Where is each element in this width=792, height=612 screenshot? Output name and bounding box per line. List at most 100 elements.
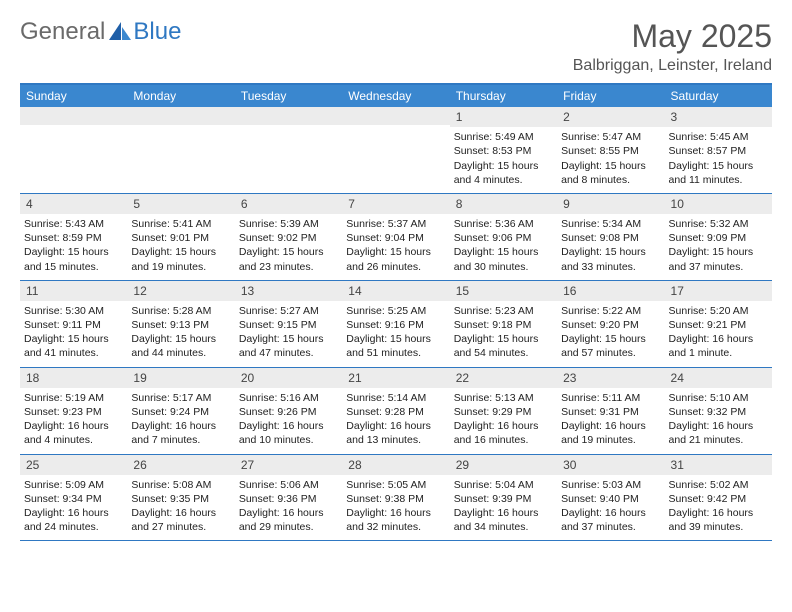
sunrise-text: Sunrise: 5:13 AM	[454, 391, 553, 405]
daylight-text: Daylight: 15 hours and 54 minutes.	[454, 332, 553, 360]
day-13: 13Sunrise: 5:27 AMSunset: 9:15 PMDayligh…	[235, 281, 342, 367]
daylight-text: Daylight: 15 hours and 15 minutes.	[24, 245, 123, 273]
sunset-text: Sunset: 9:28 PM	[346, 405, 445, 419]
sunrise-text: Sunrise: 5:05 AM	[346, 478, 445, 492]
day-number: 20	[235, 368, 342, 388]
title-block: May 2025 Balbriggan, Leinster, Ireland	[573, 18, 772, 75]
daylight-text: Daylight: 16 hours and 16 minutes.	[454, 419, 553, 447]
day-number: 29	[450, 455, 557, 475]
day-number: 11	[20, 281, 127, 301]
sunset-text: Sunset: 9:42 PM	[669, 492, 768, 506]
sunrise-text: Sunrise: 5:49 AM	[454, 130, 553, 144]
day-number: 6	[235, 194, 342, 214]
day-number: 13	[235, 281, 342, 301]
sunrise-text: Sunrise: 5:17 AM	[131, 391, 230, 405]
sunrise-text: Sunrise: 5:23 AM	[454, 304, 553, 318]
sunrise-text: Sunrise: 5:45 AM	[669, 130, 768, 144]
day-5: 5Sunrise: 5:41 AMSunset: 9:01 PMDaylight…	[127, 194, 234, 280]
day-3: 3Sunrise: 5:45 AMSunset: 8:57 PMDaylight…	[665, 107, 772, 193]
sunset-text: Sunset: 9:26 PM	[239, 405, 338, 419]
day-10: 10Sunrise: 5:32 AMSunset: 9:09 PMDayligh…	[665, 194, 772, 280]
sunrise-text: Sunrise: 5:39 AM	[239, 217, 338, 231]
day-20: 20Sunrise: 5:16 AMSunset: 9:26 PMDayligh…	[235, 368, 342, 454]
day-4: 4Sunrise: 5:43 AMSunset: 8:59 PMDaylight…	[20, 194, 127, 280]
day-22: 22Sunrise: 5:13 AMSunset: 9:29 PMDayligh…	[450, 368, 557, 454]
day-17: 17Sunrise: 5:20 AMSunset: 9:21 PMDayligh…	[665, 281, 772, 367]
sunrise-text: Sunrise: 5:34 AM	[561, 217, 660, 231]
day-number	[127, 107, 234, 125]
day-number: 9	[557, 194, 664, 214]
week-row: 4Sunrise: 5:43 AMSunset: 8:59 PMDaylight…	[20, 194, 772, 281]
daylight-text: Daylight: 16 hours and 27 minutes.	[131, 506, 230, 534]
day-number: 30	[557, 455, 664, 475]
daylight-text: Daylight: 15 hours and 44 minutes.	[131, 332, 230, 360]
sunset-text: Sunset: 9:35 PM	[131, 492, 230, 506]
sunset-text: Sunset: 9:11 PM	[24, 318, 123, 332]
day-14: 14Sunrise: 5:25 AMSunset: 9:16 PMDayligh…	[342, 281, 449, 367]
daylight-text: Daylight: 15 hours and 41 minutes.	[24, 332, 123, 360]
day-number	[20, 107, 127, 125]
brand-logo: General Blue	[20, 18, 181, 46]
sunset-text: Sunset: 9:32 PM	[669, 405, 768, 419]
daylight-text: Daylight: 15 hours and 33 minutes.	[561, 245, 660, 273]
sunset-text: Sunset: 9:06 PM	[454, 231, 553, 245]
sunrise-text: Sunrise: 5:25 AM	[346, 304, 445, 318]
sunrise-text: Sunrise: 5:06 AM	[239, 478, 338, 492]
weeks-container: 1Sunrise: 5:49 AMSunset: 8:53 PMDaylight…	[20, 107, 772, 541]
day-number: 22	[450, 368, 557, 388]
day-number: 23	[557, 368, 664, 388]
day-empty	[20, 107, 127, 193]
sunrise-text: Sunrise: 5:08 AM	[131, 478, 230, 492]
sunset-text: Sunset: 8:57 PM	[669, 144, 768, 158]
sunrise-text: Sunrise: 5:10 AM	[669, 391, 768, 405]
day-number: 26	[127, 455, 234, 475]
week-row: 1 Sunrise: 5:49 AMSunset: 8:53 PMDaylight…	[20, 107, 772, 194]
sunrise-text: Sunrise: 5:20 AM	[669, 304, 768, 318]
day-8: 8Sunrise: 5:36 AMSunset: 9:06 PMDaylight…	[450, 194, 557, 280]
day-number: 3	[665, 107, 772, 127]
sail-icon	[109, 22, 131, 42]
day-empty	[342, 107, 449, 193]
sunrise-text: Sunrise: 5:43 AM	[24, 217, 123, 231]
daylight-text: Daylight: 16 hours and 4 minutes.	[24, 419, 123, 447]
dow-tuesday: Tuesday	[235, 85, 342, 107]
daylight-text: Daylight: 16 hours and 21 minutes.	[669, 419, 768, 447]
day-15: 15Sunrise: 5:23 AMSunset: 9:18 PMDayligh…	[450, 281, 557, 367]
day-number: 31	[665, 455, 772, 475]
sunrise-text: Sunrise: 5:14 AM	[346, 391, 445, 405]
day-30: 30Sunrise: 5:03 AMSunset: 9:40 PMDayligh…	[557, 455, 664, 541]
daylight-text: Daylight: 15 hours and 4 minutes.	[454, 159, 553, 187]
day-21: 21Sunrise: 5:14 AMSunset: 9:28 PMDayligh…	[342, 368, 449, 454]
day-number: 14	[342, 281, 449, 301]
dow-wednesday: Wednesday	[342, 85, 449, 107]
calendar: SundayMondayTuesdayWednesdayThursdayFrid…	[20, 83, 772, 541]
dow-friday: Friday	[557, 85, 664, 107]
day-29: 29Sunrise: 5:04 AMSunset: 9:39 PMDayligh…	[450, 455, 557, 541]
sunrise-text: Sunrise: 5:22 AM	[561, 304, 660, 318]
daylight-text: Daylight: 15 hours and 30 minutes.	[454, 245, 553, 273]
sunrise-text: Sunrise: 5:27 AM	[239, 304, 338, 318]
daylight-text: Daylight: 15 hours and 19 minutes.	[131, 245, 230, 273]
brand-part2: Blue	[133, 18, 181, 46]
sunset-text: Sunset: 9:31 PM	[561, 405, 660, 419]
day-18: 18Sunrise: 5:19 AMSunset: 9:23 PMDayligh…	[20, 368, 127, 454]
sunset-text: Sunset: 9:34 PM	[24, 492, 123, 506]
daylight-text: Daylight: 16 hours and 37 minutes.	[561, 506, 660, 534]
day-19: 19Sunrise: 5:17 AMSunset: 9:24 PMDayligh…	[127, 368, 234, 454]
dow-saturday: Saturday	[665, 85, 772, 107]
sunset-text: Sunset: 9:38 PM	[346, 492, 445, 506]
day-number: 16	[557, 281, 664, 301]
dow-monday: Monday	[127, 85, 234, 107]
day-31: 31Sunrise: 5:02 AMSunset: 9:42 PMDayligh…	[665, 455, 772, 541]
week-row: 25Sunrise: 5:09 AMSunset: 9:34 PMDayligh…	[20, 455, 772, 542]
day-number	[235, 107, 342, 125]
day-number: 1	[450, 107, 557, 127]
daylight-text: Daylight: 16 hours and 29 minutes.	[239, 506, 338, 534]
week-row: 11Sunrise: 5:30 AMSunset: 9:11 PMDayligh…	[20, 281, 772, 368]
daylight-text: Daylight: 16 hours and 24 minutes.	[24, 506, 123, 534]
day-number: 4	[20, 194, 127, 214]
day-number: 28	[342, 455, 449, 475]
sunrise-text: Sunrise: 5:30 AM	[24, 304, 123, 318]
sunset-text: Sunset: 9:40 PM	[561, 492, 660, 506]
sunset-text: Sunset: 8:53 PM	[454, 144, 553, 158]
